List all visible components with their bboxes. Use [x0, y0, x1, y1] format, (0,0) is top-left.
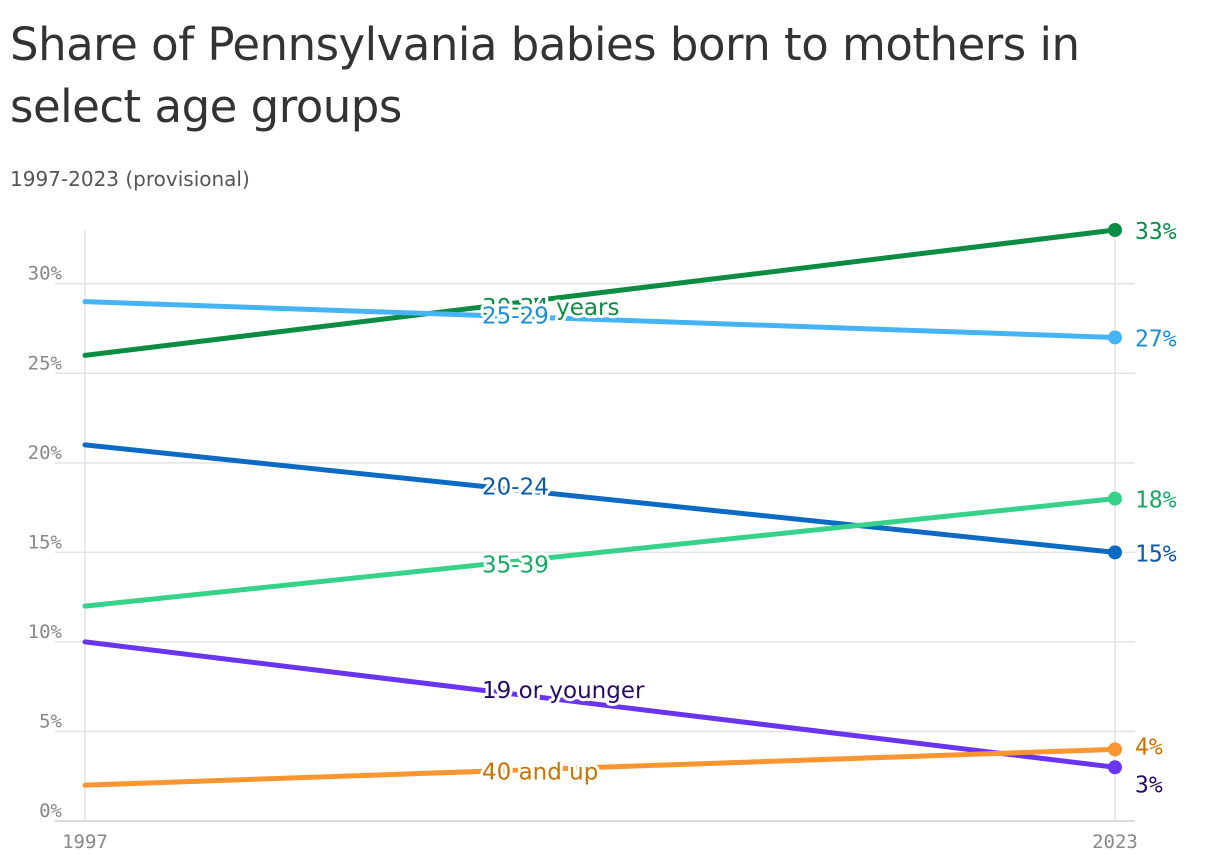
end-value-label: 4% — [1135, 734, 1163, 760]
chart-subtitle: 1997-2023 (provisional) — [10, 167, 250, 191]
end-markers — [1108, 223, 1122, 775]
end-value-label: 15% — [1135, 541, 1177, 567]
y-tick-label: 20% — [28, 442, 63, 464]
x-axis-ticks: 1997 2023 — [62, 831, 1138, 853]
y-tick-label: 5% — [39, 710, 62, 732]
series-label: 30-34 years — [482, 295, 619, 321]
end-marker — [1108, 760, 1122, 775]
series-label: 19 or younger — [482, 678, 645, 704]
series-line — [82, 227, 1118, 358]
series-line — [82, 746, 1118, 788]
end-marker — [1108, 330, 1122, 345]
series-label: 35-39 — [482, 553, 549, 579]
series-lines — [82, 227, 1118, 788]
x-tick-label: 2023 — [1092, 831, 1138, 853]
y-tick-label: 0% — [39, 800, 62, 822]
end-value-label: 27% — [1135, 326, 1177, 352]
y-tick-label: 10% — [28, 621, 63, 643]
series-line — [82, 442, 1118, 555]
end-value-label: 33% — [1135, 219, 1177, 245]
series-line — [82, 496, 1118, 609]
y-tick-label: 15% — [28, 531, 63, 553]
end-marker — [1108, 742, 1122, 757]
end-marker — [1108, 545, 1122, 560]
series-line — [82, 639, 1118, 770]
chart-title: Share of Pennsylvania babies born to mot… — [10, 18, 1080, 133]
series-label: 40 and up — [482, 759, 598, 785]
y-axis-ticks: 0% 5% 10% 15% 20% 25% 30% — [28, 263, 63, 822]
end-marker — [1108, 223, 1122, 237]
x-tick-label: 1997 — [62, 831, 108, 853]
end-labels: 33% 27% 15% 18% 3% 4% — [1133, 217, 1180, 801]
end-marker — [1108, 491, 1122, 506]
series-label: 25-29 — [482, 303, 549, 329]
series-label: 20-24 — [482, 474, 549, 500]
y-tick-label: 25% — [28, 352, 63, 374]
y-tick-label: 30% — [28, 263, 63, 285]
end-value-label: 3% — [1135, 772, 1163, 798]
end-value-label: 18% — [1135, 488, 1177, 514]
series-line — [82, 299, 1118, 340]
